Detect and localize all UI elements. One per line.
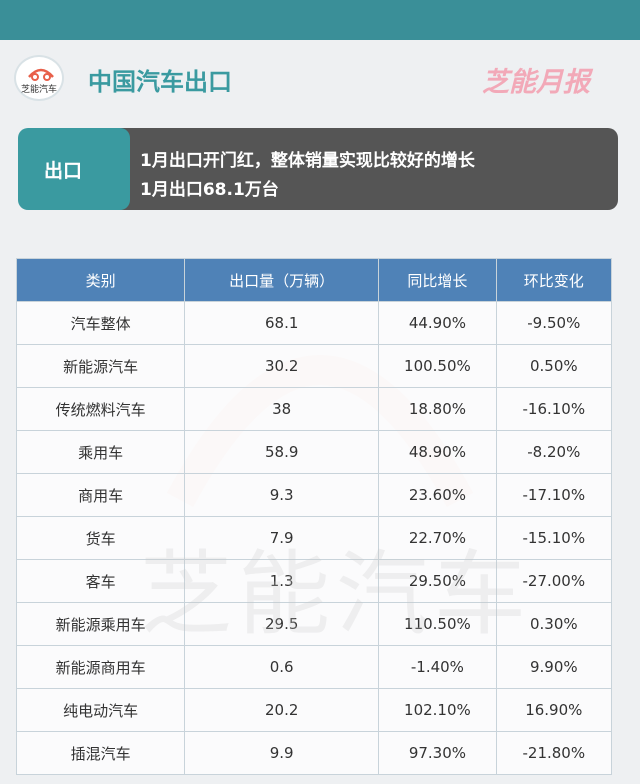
table-cell: 102.10% [378,688,497,732]
table-cell: 9.3 [184,473,380,517]
header-row: 类别 出口量（万辆） 同比增长 环比变化 [15,258,613,302]
table-cell: -8.20% [495,430,613,474]
table-cell: 48.90% [378,430,497,474]
logo-icon [28,68,54,81]
table-row: 新能源商用车 0.6 -1.40% 9.90% [15,645,613,689]
table-cell: 0.50% [495,344,613,388]
table-cell: 30.2 [184,344,380,388]
table-cell: 18.80% [378,387,497,431]
title: 中国汽车出口 [88,68,232,96]
data-table: 类别 出口量（万辆） 同比增长 环比变化 汽车整体 68.1 44.90% -9.50% 新能源… [15,258,613,775]
table-cell: -15.10% [495,516,613,560]
table-cell: -16.10% [495,387,613,431]
watermark: 芝能汽车 [140,541,533,648]
table-cell: 44.90% [378,301,497,345]
table-row: 新能源汽车 30.2 100.50% 0.50% [15,344,613,388]
table-row: 商用车 9.3 23.60% -17.10% [15,473,613,517]
table-cell: 新能源乘用车 [15,602,186,646]
column-header: 出口量（万辆） [184,258,380,302]
table-cell: 货车 [15,516,186,560]
table-cell: 110.50% [378,602,497,646]
table-row: 货车 7.9 22.70% -15.10% [15,516,613,560]
table-row: 新能源乘用车 29.5 110.50% 0.30% [15,602,613,646]
top-bar [0,0,640,40]
table-cell: 1.3 [184,559,380,603]
table-cell: 9.90% [495,645,613,689]
table-cell: 新能源商用车 [15,645,186,689]
table-cell: 16.90% [495,688,613,732]
table-cell: 乘用车 [15,430,186,474]
table-cell: 38 [184,387,380,431]
banner [110,128,618,210]
table-cell: 97.30% [378,731,497,775]
table-cell: 100.50% [378,344,497,388]
table-cell: 客车 [15,559,186,603]
table-row: 纯电动汽车 20.2 102.10% 16.90% [15,688,613,732]
table-cell: 22.70% [378,516,497,560]
table-cell: 9.9 [184,731,380,775]
table-cell: -21.80% [495,731,613,775]
banner-label: 出口 [18,128,130,210]
table-cell: 20.2 [184,688,380,732]
banner-line: 1月出口68.1万台 [140,180,279,200]
table-cell: 商用车 [15,473,186,517]
table-row: 传统燃料汽车 38 18.80% -16.10% [15,387,613,431]
table-cell: 29.50% [378,559,497,603]
table-cell: 58.9 [184,430,380,474]
table-cell: 插混汽车 [15,731,186,775]
table-cell: 新能源汽车 [15,344,186,388]
table-cell: 23.60% [378,473,497,517]
banner-line: 1月出口开门红，整体销量实现比较好的增长 [140,151,475,171]
column-header: 类别 [15,258,186,302]
table-cell: -9.50% [495,301,613,345]
column-header: 同比增长 [378,258,497,302]
logo-text: 芝能汽车 [20,85,57,95]
table-cell: 7.9 [184,516,380,560]
table-cell: 0.30% [495,602,613,646]
table-row: 汽车整体 68.1 44.90% -9.50% [15,301,613,345]
table-row: 客车 1.3 29.50% -27.00% [15,559,613,603]
table-cell: 汽车整体 [15,301,186,345]
table-cell: 纯电动汽车 [15,688,186,732]
table-cell: 0.6 [184,645,380,689]
brand: 芝能月报 [482,67,590,98]
column-header: 环比变化 [495,258,613,302]
logo: 芝能汽车 [14,55,64,101]
table-row: 乘用车 58.9 48.90% -8.20% [15,430,613,474]
table-cell: -27.00% [495,559,613,603]
table-cell: 68.1 [184,301,380,345]
table-row: 插混汽车 9.9 97.30% -21.80% [15,731,613,775]
table-cell: 传统燃料汽车 [15,387,186,431]
table-cell: -17.10% [495,473,613,517]
